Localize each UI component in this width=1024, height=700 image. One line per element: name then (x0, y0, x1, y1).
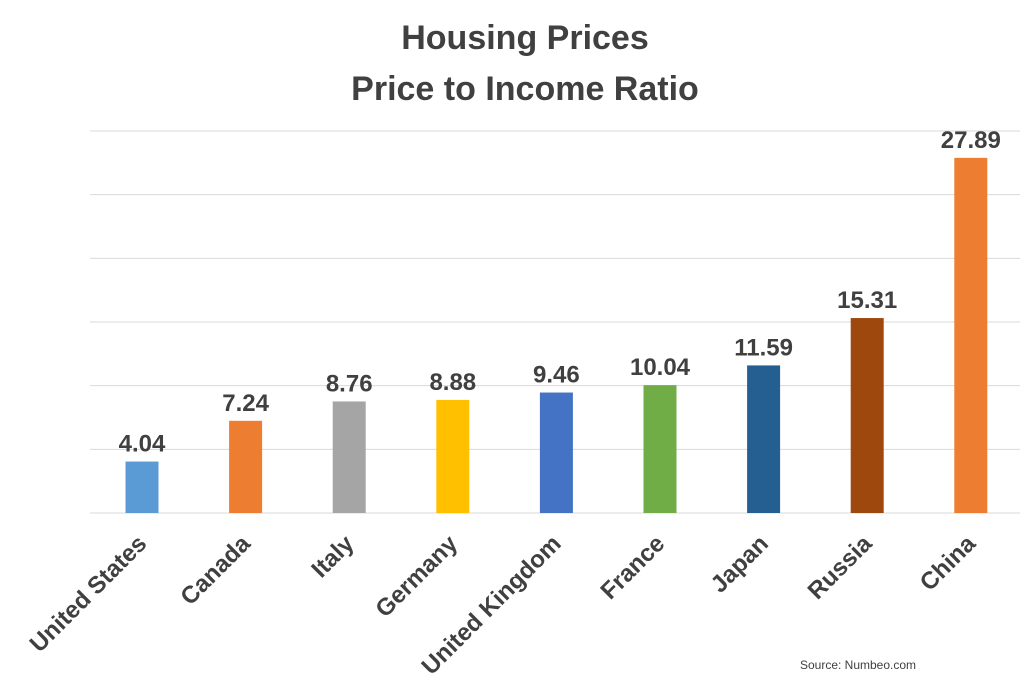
category-label: China (915, 530, 982, 597)
category-label: Germany (370, 530, 463, 623)
category-label: Russia (803, 530, 878, 605)
bar (954, 157, 988, 513)
bar (747, 365, 781, 513)
bar (539, 392, 573, 513)
bar (332, 401, 366, 513)
category-label: France (595, 530, 670, 605)
category-label: Canada (175, 530, 256, 611)
data-labels: 4.04 7.24 8.76 8.88 9.46 10.04 11.59 15.31 27.89 (119, 127, 1001, 458)
bar (850, 318, 884, 513)
bar (229, 420, 263, 513)
source-note: Source: Numbeo.com (800, 658, 916, 672)
chart-title-line-1: Housing Prices (401, 19, 649, 57)
bar-value-label: 11.59 (734, 334, 793, 361)
bar-value-label: 15.31 (837, 287, 897, 314)
bar-value-label: 27.89 (941, 127, 1001, 154)
bar-value-label: 4.04 (119, 431, 166, 458)
bar (643, 385, 677, 513)
bar-value-label: 9.46 (533, 362, 580, 389)
bars (125, 157, 988, 513)
bar-value-label: 8.76 (326, 370, 373, 397)
bar (436, 399, 470, 513)
category-label: Japan (706, 530, 774, 598)
bar-value-label: 7.24 (222, 390, 269, 417)
bar-value-label: 10.04 (630, 354, 691, 381)
category-label: Italy (306, 530, 360, 584)
bar (125, 461, 159, 513)
category-label: United States (25, 530, 153, 658)
chart-title-line-2: Price to Income Ratio (351, 70, 699, 108)
bar-value-label: 8.88 (429, 369, 476, 396)
